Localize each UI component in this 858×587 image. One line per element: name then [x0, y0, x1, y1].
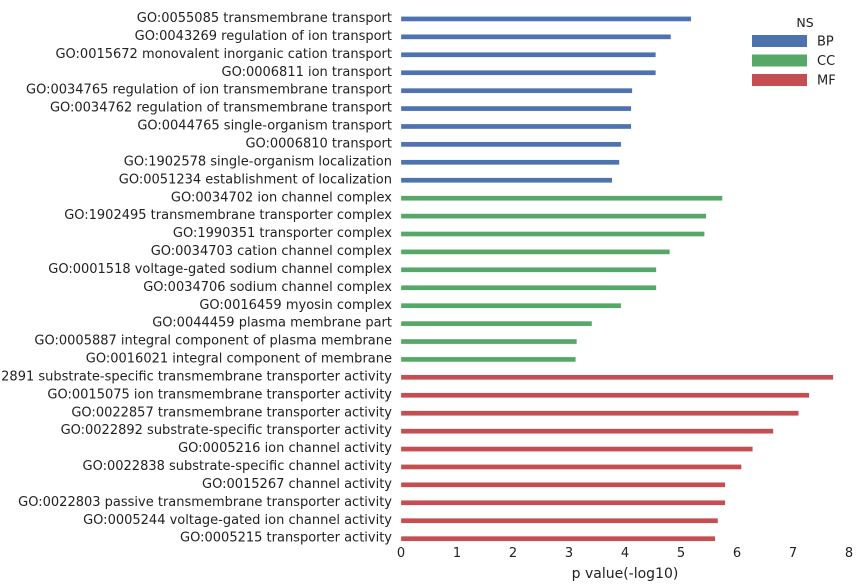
- bars: [400, 16, 834, 542]
- bar: [400, 159, 620, 165]
- category-label: GO:0034762 regulation of transmembrane t…: [50, 101, 392, 116]
- category-label: GO:0022857 transmembrane transporter act…: [71, 405, 392, 420]
- x-axis-title: p value(-log10): [572, 566, 679, 582]
- category-label: GO:0006811 ion transport: [222, 65, 393, 80]
- category-label: GO:1990351 transporter complex: [173, 226, 392, 241]
- x-tick-label: 4: [621, 546, 629, 561]
- x-tick-label: 0: [397, 546, 405, 561]
- bar: [400, 482, 726, 488]
- bar: [400, 231, 705, 237]
- bar: [400, 87, 633, 94]
- bar: [400, 356, 576, 363]
- bar: [400, 34, 672, 40]
- x-tick-label: 7: [789, 546, 797, 561]
- category-label: GO:0034765 regulation of ion transmembra…: [26, 83, 392, 98]
- legend-swatch: [752, 35, 807, 47]
- legend-swatch: [752, 54, 807, 67]
- bar: [400, 16, 692, 22]
- category-label: GO:0051234 establishment of localization: [119, 172, 392, 187]
- category-label: GO:0005887 integral component of plasma …: [34, 334, 392, 349]
- category-label: GO:0006810 transport: [245, 137, 392, 152]
- category-label: GO:0015672 monovalent inorganic cation t…: [55, 47, 392, 62]
- bar: [400, 195, 723, 201]
- legend: NS BP CC MF: [752, 15, 836, 89]
- category-label: GO:0034706 sodium channel complex: [143, 280, 392, 295]
- category-label: GO:0055085 transmembrane transport: [137, 11, 392, 26]
- category-label: GO:0022838 substrate-specific channel ac…: [83, 459, 393, 474]
- bar: [400, 105, 632, 112]
- x-tick-label: 8: [845, 546, 853, 561]
- bar: [400, 70, 656, 76]
- category-label: GO:0015267 channel activity: [202, 477, 392, 492]
- category-label: GO:0016459 myosin complex: [199, 298, 392, 313]
- category-label: GO:0034703 cation channel complex: [151, 244, 393, 259]
- bar: [400, 267, 657, 273]
- category-labels: GO:0055085 transmembrane transport GO:004…: [0, 11, 392, 546]
- bar: [400, 213, 707, 219]
- bar: [400, 177, 613, 183]
- bar: [400, 320, 593, 327]
- x-tick-label: 3: [565, 546, 573, 561]
- category-label: GO:0015075 ion transmembrane transporter…: [47, 387, 392, 402]
- bar: [400, 123, 632, 130]
- category-label: GO:0034702 ion channel complex: [171, 190, 392, 205]
- bar: [400, 518, 719, 524]
- category-label: GO:0044459 plasma membrane part: [152, 316, 392, 331]
- category-label: GO:0005215 transporter activity: [180, 531, 392, 546]
- bar: [400, 392, 810, 398]
- category-label: GO:0022892 substrate-specific transporte…: [61, 423, 393, 438]
- legend-title: NS: [796, 15, 813, 30]
- category-label: GO:0005244 voltage-gated ion channel act…: [83, 513, 392, 528]
- bar: [400, 285, 657, 291]
- legend-label: MF: [817, 74, 836, 89]
- legend-label: BP: [817, 35, 834, 50]
- category-label: GO:0016021 integral component of membran…: [86, 352, 392, 367]
- bar: [400, 374, 834, 381]
- bar: [400, 52, 656, 58]
- category-label: GO:1902578 single-organism localization: [124, 154, 392, 169]
- bar: [400, 141, 622, 148]
- bar: [400, 410, 799, 416]
- legend-swatch: [752, 74, 807, 86]
- bar: [400, 428, 774, 434]
- bar: [400, 446, 753, 452]
- bar: [400, 535, 716, 542]
- category-label: GO:0043269 regulation of ion transport: [135, 29, 392, 44]
- category-label: GO:0022891 substrate-specific transmembr…: [0, 369, 392, 384]
- category-label: GO:0022803 passive transmembrane transpo…: [18, 495, 392, 510]
- category-label: GO:0044765 single-organism transport: [137, 119, 392, 134]
- bar: [400, 249, 670, 255]
- x-tick-label: 5: [677, 546, 685, 561]
- bar: [400, 464, 742, 470]
- x-tick-label: 2: [509, 546, 517, 561]
- legend-label: CC: [817, 54, 835, 69]
- category-label: GO:1902495 transmembrane transporter com…: [64, 208, 392, 223]
- x-axis-ticks: 0 1 2 3 4 5 6 7 8: [397, 546, 853, 561]
- category-label: GO:0001518 voltage-gated sodium channel …: [48, 262, 392, 277]
- category-label: GO:0005216 ion channel activity: [178, 441, 392, 456]
- bar: [400, 500, 726, 506]
- bar: [400, 303, 622, 309]
- bar: [400, 338, 577, 345]
- x-tick-label: 6: [733, 546, 741, 561]
- x-tick-label: 1: [453, 546, 461, 561]
